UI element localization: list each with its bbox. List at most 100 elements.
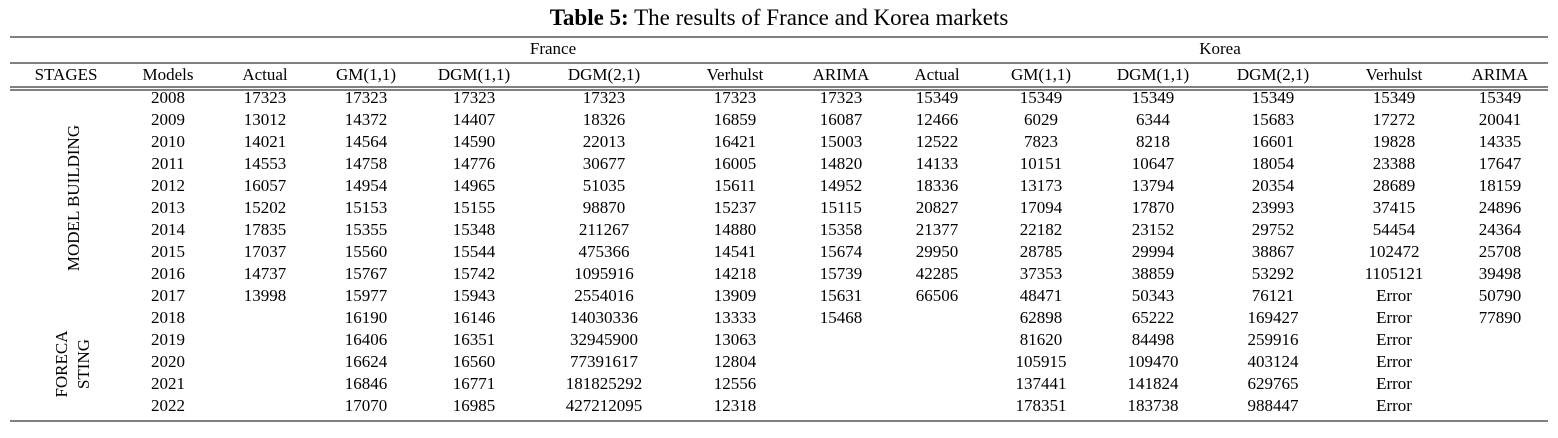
value-cell: 15767 [345,264,388,283]
year-cell: 2020 [151,352,185,371]
value-cell: 62898 [1020,308,1063,327]
value-cell: 15631 [820,286,863,305]
stage-label: MODEL BUILDING [64,125,83,271]
value-cell: 37415 [1373,198,1416,217]
title-text: The results of France and Korea markets [634,5,1008,30]
value-cell: 14335 [1479,132,1522,151]
value-cell: 14737 [244,264,287,283]
value-cell: 178351 [1016,396,1067,415]
column-header: Models [143,65,194,84]
value-cell: 475366 [579,242,630,261]
year-cell: 2022 [151,396,185,415]
value-cell: 12466 [916,110,959,129]
year-cell: 2017 [151,286,186,305]
value-cell: 32945900 [570,330,638,349]
value-cell: 15611 [714,176,756,195]
value-cell: 109470 [1128,352,1179,371]
value-cell: 20041 [1479,110,1522,129]
value-cell: 98870 [583,198,626,217]
value-cell: 15349 [916,88,959,107]
value-cell: 81620 [1020,330,1063,349]
value-cell: 15674 [820,242,863,261]
value-cell: 15153 [345,198,388,217]
value-cell: 15358 [820,220,863,239]
value-cell: 50790 [1479,286,1522,305]
value-cell: 23152 [1132,220,1175,239]
value-cell: 17070 [345,396,388,415]
value-cell: 14965 [453,176,496,195]
value-cell: 17870 [1132,198,1175,217]
value-cell: 10151 [1020,154,1063,173]
value-cell: 16057 [244,176,287,195]
value-cell: 14820 [820,154,863,173]
value-cell: 102472 [1369,242,1420,261]
value-cell: 17272 [1373,110,1416,129]
group-header: Korea [1199,39,1241,58]
value-cell: 15943 [453,286,496,305]
value-cell: 105915 [1016,352,1067,371]
value-cell: 24364 [1479,220,1522,239]
value-cell: 29950 [916,242,959,261]
value-cell: 14564 [345,132,388,151]
year-cell: 2013 [151,198,185,217]
value-cell: 37353 [1020,264,1063,283]
value-cell: 16560 [453,352,496,371]
column-header: Actual [914,65,960,84]
value-cell: 51035 [583,176,626,195]
value-cell: 16601 [1252,132,1295,151]
value-cell: 6029 [1024,110,1058,129]
value-cell: 427212095 [566,396,643,415]
value-cell: 15349 [1132,88,1175,107]
value-cell: Error [1376,396,1412,415]
value-cell: 28785 [1020,242,1063,261]
value-cell: 16005 [714,154,757,173]
value-cell: 15977 [345,286,388,305]
value-cell: 1095916 [574,264,634,283]
value-cell: 77391617 [570,352,639,371]
column-header: ARIMA [1472,65,1529,84]
value-cell: 2554016 [574,286,634,305]
value-cell: 15683 [1252,110,1295,129]
value-cell: 169427 [1248,308,1300,327]
value-cell: 181825292 [566,374,643,393]
value-cell: 629765 [1248,374,1299,393]
value-cell: 13998 [244,286,287,305]
value-cell: 22182 [1020,220,1063,239]
value-cell: 19828 [1373,132,1416,151]
value-cell: 54454 [1373,220,1416,239]
column-header: DGM(1,1) [1117,65,1189,84]
stage-label: STING [74,339,93,389]
value-cell: 28689 [1373,176,1416,195]
value-cell: 76121 [1252,286,1295,305]
value-cell: 17835 [244,220,287,239]
value-cell: 18326 [583,110,626,129]
year-cell: 2009 [151,110,185,129]
year-cell: 2011 [151,154,184,173]
value-cell: 48471 [1020,286,1063,305]
value-cell: 14372 [345,110,388,129]
value-cell: 8218 [1136,132,1170,151]
value-cell: 23993 [1252,198,1295,217]
value-cell: 53292 [1252,264,1295,283]
value-cell: 10647 [1132,154,1175,173]
value-cell: 14758 [345,154,388,173]
value-cell: Error [1376,374,1412,393]
value-cell: 25708 [1479,242,1522,261]
value-cell: 988447 [1248,396,1300,415]
value-cell: 6344 [1136,110,1171,129]
value-cell: 42285 [916,264,959,283]
value-cell: 18336 [916,176,959,195]
value-cell: 24896 [1479,198,1522,217]
value-cell: 7823 [1024,132,1058,151]
value-cell: 403124 [1248,352,1300,371]
value-cell: 13909 [714,286,757,305]
value-cell: 17094 [1020,198,1063,217]
value-cell: 14954 [345,176,388,195]
value-cell: 14133 [916,154,959,173]
value-cell: 16859 [714,110,757,129]
column-header: GM(1,1) [336,65,396,84]
value-cell: 1105121 [1365,264,1424,283]
value-cell: 12556 [714,374,757,393]
value-cell: 13794 [1132,176,1175,195]
